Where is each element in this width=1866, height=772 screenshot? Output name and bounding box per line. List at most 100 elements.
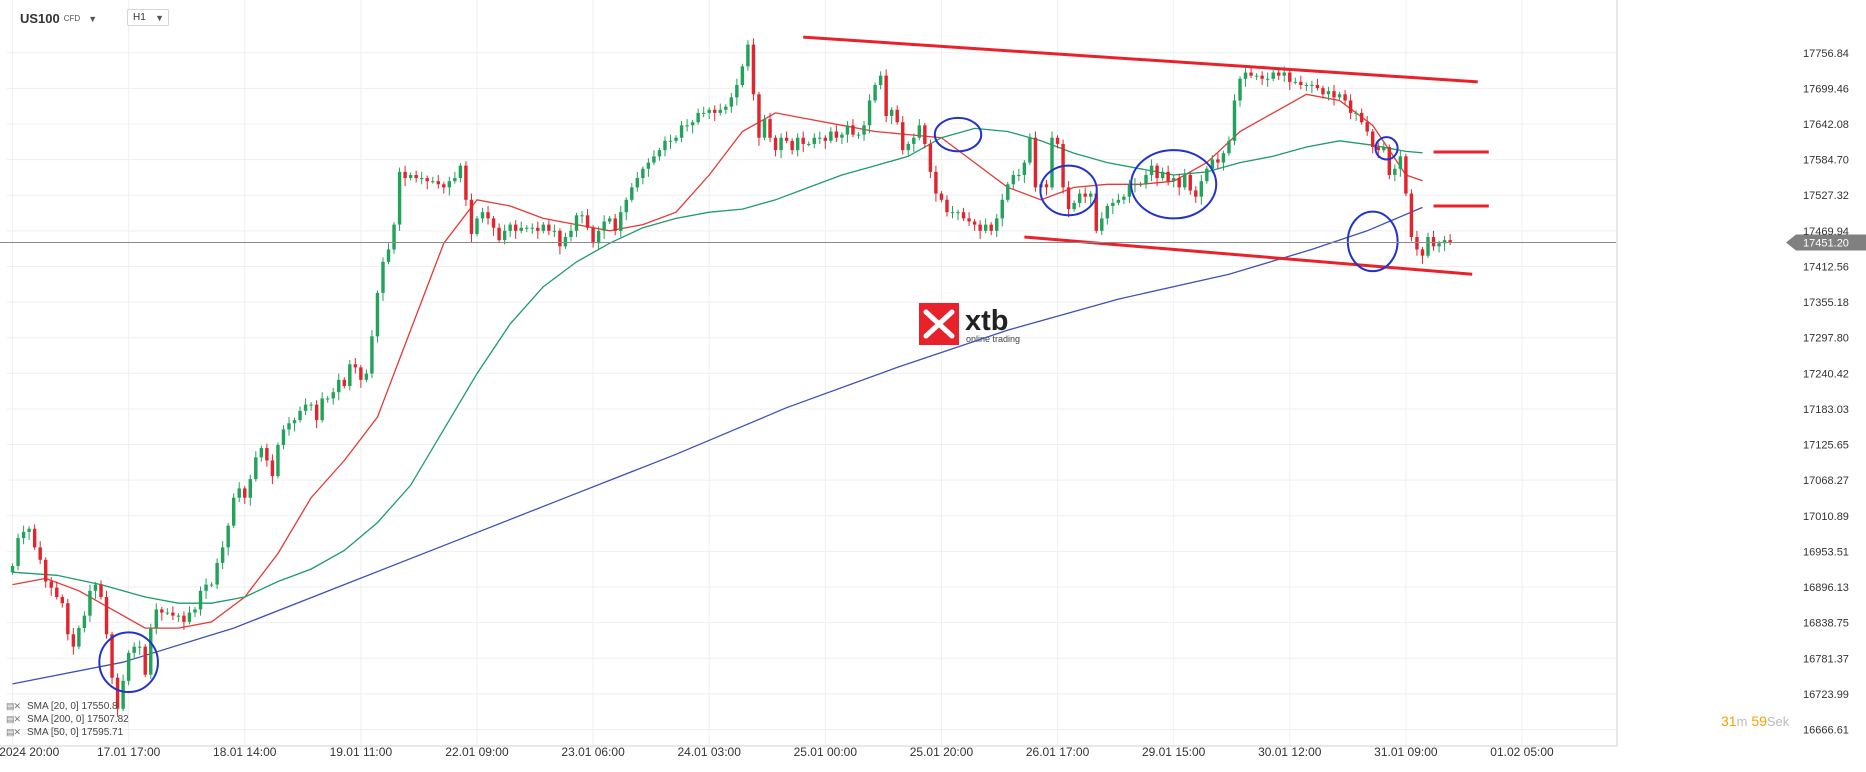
chevron-down-icon[interactable]: ▼ [88,13,98,24]
trendline[interactable] [1024,235,1473,276]
candle-body [713,109,717,113]
candle-body [475,218,479,234]
candle-body [121,680,125,709]
candle-body [220,547,225,563]
candle-body [309,404,313,406]
candle-body [1371,131,1375,148]
candle-body [552,230,557,232]
annotation-circle[interactable] [933,116,983,153]
candle-body [160,609,164,613]
candle-body [342,379,346,386]
candle-body [469,199,474,234]
candle-body [1205,168,1209,182]
candle-body [867,100,872,126]
candle-body [1448,240,1452,243]
candle-body [209,584,214,586]
trendline[interactable] [803,35,1478,84]
candle-body [270,460,275,476]
candle-body [961,212,966,219]
candle-body [381,261,385,293]
legend-item[interactable]: ▤✕ SMA [200, 0] 17507.82 [6,713,129,726]
time-axis-label: 25.01 20:00 [910,745,974,759]
candle-body [696,112,700,123]
candle-body [458,165,463,179]
annotation-circle[interactable] [1346,210,1399,273]
legend-label: SMA [200, 0] 17507.82 [27,714,129,725]
time-axis-label: 29.01 15:00 [1142,745,1206,759]
annotation-circle[interactable] [1374,136,1399,161]
candle-body [812,137,816,144]
candle-body [425,178,429,182]
candle-body [563,237,568,247]
candle-body [895,109,899,123]
timeframe-select[interactable]: H1 ▼ [127,9,169,26]
candle-body [1028,137,1032,163]
annotation-circle[interactable] [1130,149,1218,220]
candle-body [364,373,369,380]
candle-body [66,603,70,635]
candle-body [215,562,219,585]
candle-body [55,587,59,598]
candle-body [641,168,645,179]
candle-body [657,150,662,157]
chevron-down-icon[interactable]: ▼ [155,13,164,23]
candle-body [187,612,192,622]
candle-body [1116,199,1121,203]
settings-close-icon[interactable]: ▤✕ [6,714,21,724]
price-axis-label: 17584.70 [1803,155,1849,167]
indicator-legend: ▤✕ SMA [20, 0] 17550.8 ▤✕ SMA [200, 0] 1… [6,700,129,739]
annotation-circle[interactable] [98,631,159,694]
candle-body [71,634,76,647]
candle-body [1365,122,1369,132]
settings-close-icon[interactable]: ▤✕ [6,701,21,711]
candle-body [1105,206,1110,219]
candle-body [1055,137,1060,144]
candle-body [619,212,623,231]
candle-body [386,249,391,262]
candle-body [403,171,407,179]
candle-body [1442,240,1447,244]
candle-body [93,584,98,591]
candle-body [1271,72,1275,79]
legend-item[interactable]: ▤✕ SMA [50, 0] 17595.71 [6,726,129,739]
candle-body [392,224,396,250]
candle-body [1183,174,1187,188]
candle-body [525,227,529,229]
settings-close-icon[interactable]: ▤✕ [6,727,21,737]
candle-body [906,143,910,151]
price-axis-label: 17469.94 [1803,226,1849,238]
candle-body [1050,137,1054,188]
candle-body [82,615,87,629]
candle-body [408,174,413,179]
candle-body [1249,72,1253,76]
candle-body [818,137,822,139]
candle-body [569,230,573,238]
candle-body [193,609,197,613]
candle-body [602,221,606,231]
legend-label: SMA [20, 0] 17550.8 [27,701,118,712]
price-axis-label: 17412.56 [1803,261,1849,273]
annotation-circle[interactable] [1039,164,1098,217]
current-price-tag [1786,234,1866,251]
candle-body [801,137,805,144]
candle-body [254,457,258,480]
candle-body [1210,159,1215,169]
candle-body [768,119,772,138]
candle-body [956,212,960,214]
candle-body [829,131,833,141]
time-axis-label: 19.01 11:00 [330,745,393,759]
time-axis-label: 24.01 03:00 [678,745,742,759]
legend-label: SMA [50, 0] 17595.71 [27,727,124,738]
time-axis-label: 26.01 17:00 [1026,745,1090,759]
legend-item[interactable]: ▤✕ SMA [20, 0] 17550.8 [6,700,129,713]
candle-body [878,75,883,85]
candle-body [536,227,540,231]
symbol-selector[interactable]: US100 CFD ▼ [20,11,97,26]
candle-body [530,227,534,229]
price-axis-label: 17240.42 [1803,368,1849,380]
candle-body [746,44,750,67]
candle-body [1332,91,1336,98]
candle-body [1393,168,1397,175]
